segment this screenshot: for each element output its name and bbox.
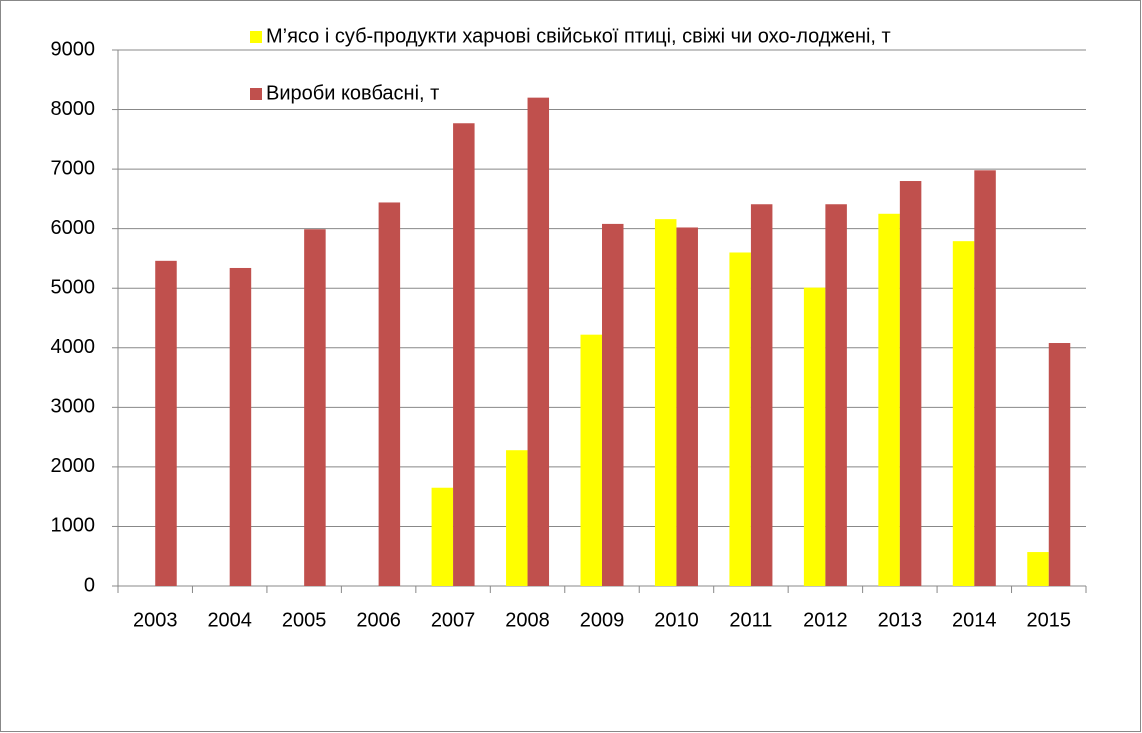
bar [506, 450, 528, 586]
bar [378, 202, 401, 586]
bar [1027, 552, 1049, 586]
x-tick-label: 2013 [878, 609, 923, 631]
x-tick-label: 2006 [356, 609, 401, 631]
x-tick-label: 2003 [133, 609, 178, 631]
x-tick-label: 2012 [803, 609, 848, 631]
x-tick-label: 2015 [1027, 609, 1072, 631]
x-tick-label: 2011 [729, 609, 772, 631]
y-tick-label: 6000 [51, 217, 96, 239]
bar [952, 241, 975, 586]
bar [1048, 343, 1071, 586]
bar [453, 123, 475, 587]
y-tick-label: 0 [84, 574, 95, 596]
legend-swatch [250, 88, 262, 100]
x-tick-label: 2009 [580, 609, 625, 631]
bar [729, 252, 751, 586]
bar [825, 204, 847, 586]
bar [431, 487, 454, 586]
x-tick-label: 2005 [282, 609, 327, 631]
bar [580, 334, 602, 586]
y-tick-label: 7000 [51, 157, 96, 179]
y-tick-label: 5000 [51, 277, 96, 299]
x-tick-label: 2014 [952, 609, 997, 631]
x-tick-label: 2008 [505, 609, 550, 631]
bar [750, 204, 773, 586]
bar [155, 260, 177, 586]
bar [304, 229, 326, 587]
y-tick-label: 1000 [51, 515, 96, 537]
bar [229, 267, 252, 586]
bar [602, 223, 624, 586]
bar [899, 181, 922, 586]
x-tick-label: 2004 [207, 609, 252, 631]
y-tick-label: 4000 [51, 336, 96, 358]
bar [527, 97, 550, 587]
legend-label: Вироби ковбасні, т [266, 82, 439, 104]
legend-label: М’ясо і суб-продукти харчові свійської п… [266, 25, 891, 47]
y-tick-label: 3000 [51, 396, 96, 418]
x-tick-label: 2007 [431, 609, 476, 631]
bar [974, 170, 996, 586]
bar [676, 227, 698, 586]
x-tick-label: 2010 [654, 609, 699, 631]
y-tick-label: 2000 [51, 455, 96, 477]
legend-swatch [250, 31, 262, 43]
bar [654, 219, 677, 587]
bar [878, 213, 900, 586]
y-tick-label: 8000 [51, 98, 96, 120]
bar [803, 287, 826, 586]
y-tick-label: 9000 [51, 38, 96, 60]
